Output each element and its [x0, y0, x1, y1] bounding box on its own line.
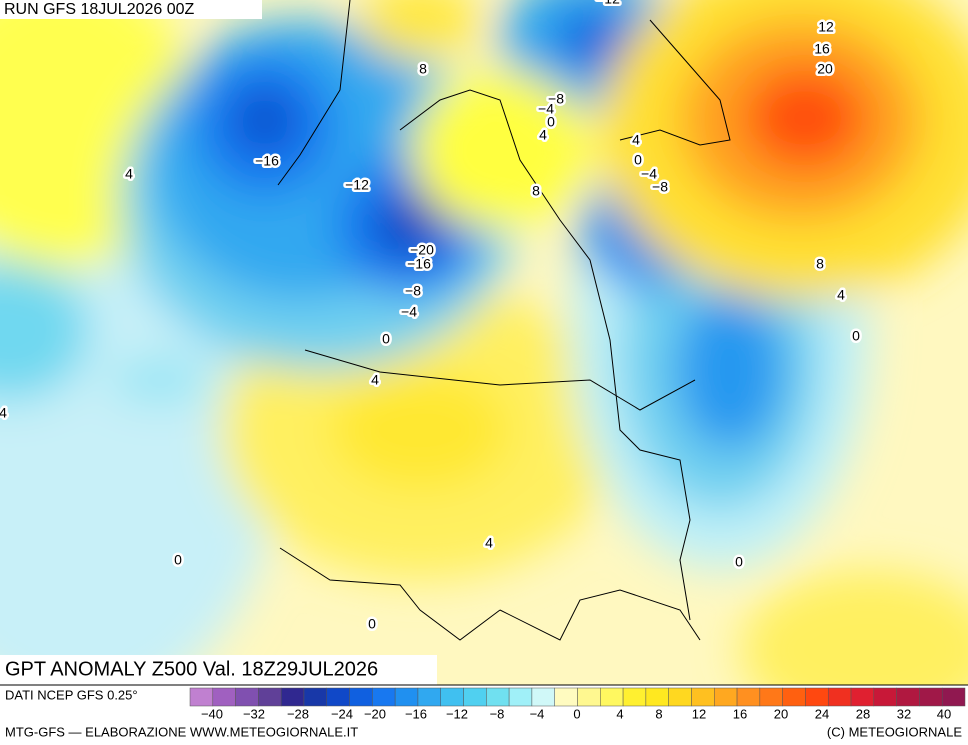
- contour-label: 4: [632, 132, 640, 148]
- colorbar-label: 16: [733, 706, 747, 721]
- run-box: [0, 0, 262, 19]
- contour-label: 8: [816, 256, 824, 272]
- colorbar-label: 20: [774, 706, 788, 721]
- color-swatch: [508, 687, 533, 707]
- contour-label: −20: [410, 242, 434, 258]
- color-swatch: [622, 687, 647, 707]
- contour-label: −12: [345, 177, 369, 193]
- contour-label: 4: [0, 405, 7, 421]
- color-swatch: [645, 687, 669, 707]
- source: DATI NCEP GFS 0.25°: [5, 687, 138, 702]
- color-swatch: [417, 687, 441, 707]
- color-swatch: [189, 687, 214, 707]
- color-swatch: [394, 687, 419, 707]
- run-label: RUN GFS 18JUL2026 00Z: [4, 1, 195, 18]
- color-swatch: [782, 687, 806, 707]
- contour-label: 0: [634, 152, 642, 168]
- color-swatch: [440, 687, 464, 707]
- color-swatch: [827, 687, 852, 707]
- color-swatch: [554, 687, 578, 707]
- colorbar-label: 12: [692, 706, 706, 721]
- anomaly-field: [0, 0, 968, 685]
- contour-label: −4: [401, 304, 417, 320]
- colorbar-label: −12: [446, 706, 468, 721]
- color-swatch: [919, 687, 943, 707]
- contour-label: 8: [532, 183, 540, 199]
- colorbar-label: 24: [815, 706, 829, 721]
- contour-label: −4: [641, 166, 657, 182]
- colorbar-label: 40: [937, 706, 951, 721]
- color-swatch: [212, 687, 236, 707]
- color-swatch: [873, 687, 897, 707]
- color-swatch: [896, 687, 920, 707]
- borders: [277, 0, 731, 641]
- color-swatch: [235, 687, 259, 707]
- color-swatch: [805, 687, 829, 707]
- color-swatch: [486, 687, 510, 707]
- color-swatch: [303, 687, 328, 707]
- contour-label: 0: [547, 114, 555, 130]
- contour-label: 16: [814, 41, 830, 57]
- color-swatch: [349, 687, 373, 707]
- color-swatch: [668, 687, 692, 707]
- colorbar-label: −40: [201, 706, 223, 721]
- contour-label: −16: [407, 256, 431, 272]
- color-swatch: [326, 687, 350, 707]
- contour-label: 4: [371, 372, 379, 388]
- color-swatch: [941, 687, 966, 707]
- color-swatch: [531, 687, 555, 707]
- color-swatch: [372, 687, 396, 707]
- contour-label: 0: [368, 616, 376, 632]
- contour-label: 0: [382, 331, 390, 347]
- copyright: (C) METEOGIORNALE: [827, 724, 962, 739]
- colorbar-label: −20: [364, 706, 386, 721]
- color-swatch: [714, 687, 738, 707]
- color-swatch: [600, 687, 624, 707]
- colorbar-label: −8: [490, 706, 505, 721]
- contour-label: −4: [538, 101, 554, 117]
- contour-label: −8: [652, 179, 668, 195]
- colorbar: −40 −32 −28 −24 −20 −16 −12 −8 −4 0 4 8 12 16 20 24 28 32…: [189, 687, 966, 721]
- contour-label: 12: [818, 19, 834, 35]
- colorbar-label: 8: [655, 706, 662, 721]
- color-swatch: [736, 687, 761, 707]
- title-box: [0, 655, 437, 685]
- contour-label: 4: [125, 166, 133, 182]
- credit: MTG-GFS — ELABORAZIONE WWW.METEOGIORNALE…: [5, 724, 358, 739]
- map-title: GPT ANOMALY Z500 Val. 18Z29JUL2026: [5, 658, 378, 680]
- color-swatch: [280, 687, 305, 707]
- colorbar-label: −28: [287, 706, 309, 721]
- contour-label: 4: [485, 535, 493, 551]
- color-swatch: [759, 687, 783, 707]
- colorbar-label: 32: [897, 706, 911, 721]
- colorbar-label: 4: [616, 706, 623, 721]
- contour-label: −8: [548, 91, 564, 107]
- colorbar-label: −16: [405, 706, 427, 721]
- contour-label: 20: [817, 61, 833, 77]
- color-swatch: [258, 687, 282, 707]
- contour-label: 0: [852, 328, 860, 344]
- color-swatch: [691, 687, 715, 707]
- contour-label: 8: [419, 61, 427, 77]
- contour-label: −8: [405, 283, 421, 299]
- colorbar-label: −4: [530, 706, 545, 721]
- colorbar-label: 28: [856, 706, 870, 721]
- colorbar-label: 0: [573, 706, 580, 721]
- color-swatch: [850, 687, 875, 707]
- color-swatch: [463, 687, 487, 707]
- contour-label: 4: [539, 127, 547, 143]
- contour-label: 4: [837, 287, 845, 303]
- contour-label: −12: [596, 0, 620, 7]
- colorbar-label: −32: [243, 706, 265, 721]
- contour-labels: 8−164−12−20−16−8−4044−8−404840−4−8121620…: [0, 0, 863, 634]
- contour-label: 0: [174, 552, 182, 568]
- color-swatch: [577, 687, 601, 707]
- contour-label: 0: [735, 554, 743, 570]
- colorbar-label: −24: [331, 706, 353, 721]
- contour-label: −16: [255, 153, 279, 169]
